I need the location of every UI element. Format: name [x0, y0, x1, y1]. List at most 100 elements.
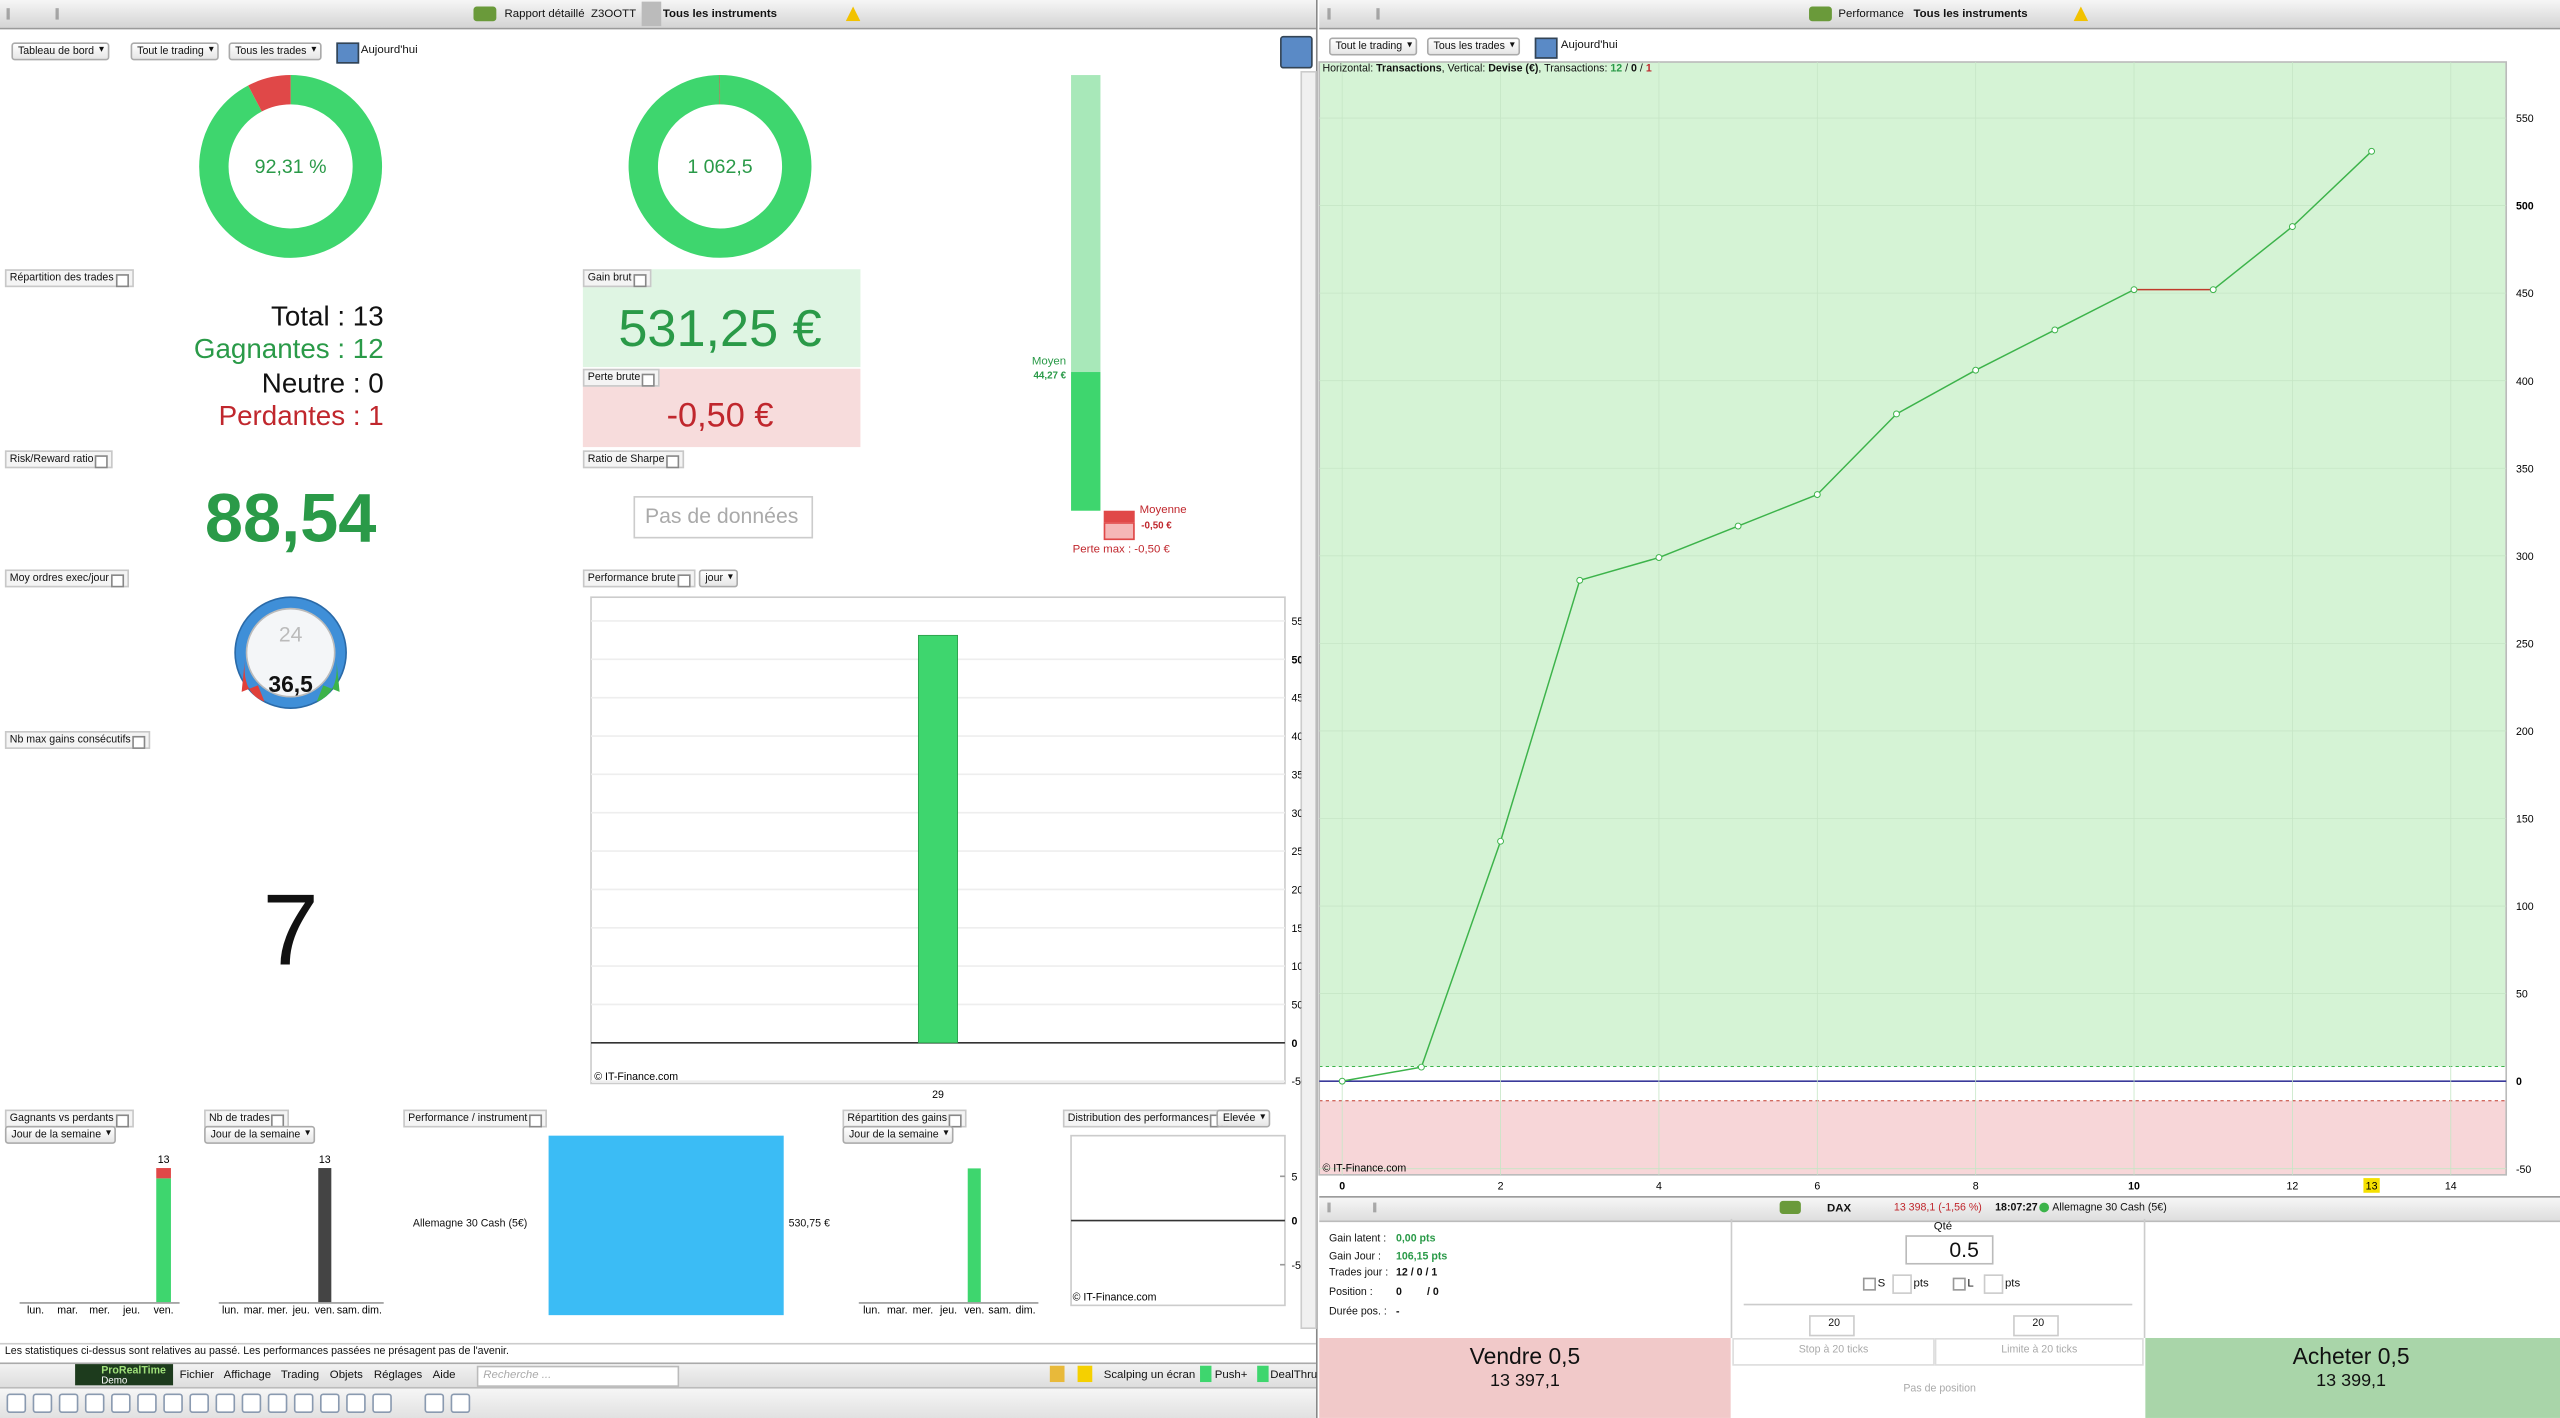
- dropdown[interactable]: Tout le trading: [1329, 37, 1417, 56]
- widget-header: Gain brut: [582, 269, 652, 288]
- tool-icon[interactable]: [84, 1393, 105, 1414]
- widget-header: Ratio de Sharpe: [582, 450, 685, 469]
- x-tick-label: lun.: [222, 1305, 239, 1317]
- dropdown[interactable]: Tous les trades: [228, 42, 322, 61]
- dropdown[interactable]: jour: [698, 569, 738, 588]
- menu-item[interactable]: Trading: [280, 1368, 320, 1381]
- line-segment: [1579, 556, 1660, 582]
- clock-arrow-red: [241, 659, 265, 702]
- x-tick-label: 29: [932, 1089, 944, 1101]
- y-tick-label: 0: [1291, 1038, 1297, 1050]
- info-value: 0,00 pts: [1395, 1233, 1436, 1245]
- search-box[interactable]: [476, 1365, 680, 1387]
- quote: 13 398,1 (-1,56 %): [1893, 1201, 1982, 1213]
- current-x-label: 13: [2366, 1181, 2378, 1193]
- tool-icon[interactable]: [450, 1393, 471, 1414]
- gauge-label: Perte max : -0,50 €: [1072, 544, 1170, 556]
- widget-header: Nb max gains consécutifs: [4, 731, 151, 749]
- line-segment: [1737, 493, 1818, 527]
- spinner[interactable]: [1809, 1315, 1855, 1337]
- line-segment: [1342, 1066, 1422, 1082]
- data-point: [1338, 1077, 1346, 1085]
- qty-input[interactable]: [1905, 1235, 1994, 1265]
- info-value: 106,15 pts: [1395, 1251, 1448, 1263]
- data-point: [1893, 410, 1900, 418]
- instrument-selector[interactable]: DAX: [1826, 1202, 1852, 1214]
- dropdown[interactable]: Jour de la semaine: [4, 1125, 116, 1144]
- y-tick-label: 200: [2516, 726, 2534, 738]
- y-tick-label: 0: [1291, 1216, 1297, 1228]
- widget-header: Perte brute: [582, 368, 660, 387]
- y-tick-label: 300: [1291, 808, 1309, 820]
- instrument-selector[interactable]: Tous les instruments: [662, 8, 777, 20]
- brand-name: ProRealTime: [101, 1364, 166, 1376]
- calendar-icon[interactable]: [336, 42, 360, 64]
- status-item[interactable]: DealThru: [1270, 1368, 1318, 1381]
- input[interactable]: [1983, 1274, 2004, 1294]
- tool-icon[interactable]: [215, 1393, 236, 1414]
- tool-icon[interactable]: [111, 1393, 131, 1414]
- tool-icon[interactable]: [293, 1393, 314, 1414]
- menu-item[interactable]: Aide: [432, 1368, 456, 1381]
- scrollbar[interactable]: [1300, 70, 1317, 1330]
- tool-icon[interactable]: [137, 1393, 157, 1414]
- gauge-label: Moyen: [1031, 356, 1067, 368]
- input[interactable]: [1892, 1274, 1912, 1294]
- title-bar: [1319, 0, 2560, 30]
- menu-item[interactable]: Affichage: [223, 1368, 272, 1381]
- tool-icon[interactable]: [58, 1393, 79, 1414]
- date-button[interactable]: Aujourd'hui: [1560, 39, 1618, 52]
- order-title-bar: [1319, 1196, 2560, 1223]
- tool-icon[interactable]: [32, 1393, 53, 1414]
- status-item[interactable]: Push+: [1214, 1368, 1248, 1381]
- dropdown[interactable]: Jour de la semaine: [842, 1125, 954, 1144]
- disclaimer: Les statistiques ci-dessus sont relative…: [4, 1345, 509, 1358]
- x-tick-label: ven.: [315, 1305, 335, 1317]
- tool-icon[interactable]: [241, 1393, 262, 1414]
- dropdown[interactable]: Elevée: [1216, 1109, 1271, 1128]
- bar-segment: [156, 1178, 171, 1303]
- dropdown[interactable]: Jour de la semaine: [204, 1125, 315, 1144]
- tool-icon[interactable]: [346, 1393, 366, 1414]
- sell-button[interactable]: [1319, 1337, 1731, 1418]
- gauge-bar: [1071, 372, 1101, 511]
- y-tick-label: -5: [1291, 1260, 1301, 1272]
- dropdown[interactable]: Tout le trading: [130, 42, 219, 61]
- x-tick-label: lun.: [27, 1305, 44, 1317]
- status-item[interactable]: Scalping un écran: [1103, 1368, 1196, 1381]
- x-tick-label: mar.: [244, 1305, 265, 1317]
- tool-icon[interactable]: [372, 1393, 392, 1414]
- sell-label: Vendre 0,5: [1469, 1342, 1581, 1369]
- tool-icon[interactable]: [267, 1393, 288, 1414]
- info-value: / 0: [1426, 1287, 1439, 1299]
- buy-button[interactable]: [2145, 1337, 2560, 1418]
- clock-number: 24: [279, 623, 303, 646]
- dropdown[interactable]: Tableau de bord: [11, 42, 109, 61]
- menu-item[interactable]: Fichier: [179, 1368, 214, 1381]
- tool-icon[interactable]: [424, 1393, 445, 1414]
- tool-icon[interactable]: [189, 1393, 209, 1414]
- tool-icon[interactable]: [163, 1393, 183, 1414]
- tool-icon[interactable]: [6, 1393, 27, 1414]
- data-point: [1417, 1063, 1425, 1071]
- settings-icon[interactable]: [1280, 35, 1313, 69]
- tool-icon[interactable]: [320, 1393, 340, 1414]
- checkbox[interactable]: [1952, 1277, 1966, 1291]
- order-option[interactable]: [1934, 1337, 2144, 1366]
- instrument-selector[interactable]: Tous les instruments: [1913, 8, 2028, 20]
- y-tick-label: 500: [2516, 201, 2534, 213]
- spinner[interactable]: [2013, 1315, 2059, 1337]
- separator: [641, 1, 662, 27]
- bar: [548, 1135, 784, 1316]
- stop-ticks: 20: [1828, 1318, 1841, 1330]
- dropdown[interactable]: Tous les trades: [1426, 37, 1520, 56]
- x-tick-label: ven.: [964, 1305, 984, 1317]
- menu-item[interactable]: Réglages: [373, 1368, 423, 1381]
- info-value: 0: [1395, 1287, 1402, 1299]
- calendar-icon[interactable]: [1534, 37, 1558, 59]
- info-value: 12 / 0 / 1: [1395, 1267, 1438, 1279]
- checkbox[interactable]: [1862, 1277, 1876, 1291]
- date-button[interactable]: Aujourd'hui: [360, 44, 418, 57]
- order-option[interactable]: [1732, 1337, 1935, 1366]
- menu-item[interactable]: Objets: [329, 1368, 363, 1381]
